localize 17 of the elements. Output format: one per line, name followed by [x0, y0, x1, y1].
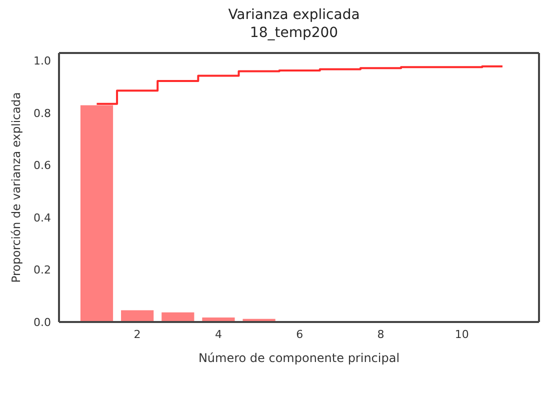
x-tick-label: 8 [377, 328, 384, 341]
y-tick-label: 0.8 [34, 106, 51, 120]
x-axis-title: Número de componente principal [198, 351, 400, 365]
bar [80, 105, 114, 322]
x-tick-label: 4 [214, 328, 222, 341]
y-tick-label: 1.0 [34, 54, 51, 68]
x-tick-label: 10 [454, 328, 469, 341]
x-tick-label: 2 [134, 328, 141, 341]
chart-title: Varianza explicada [227, 6, 361, 24]
bar [121, 310, 154, 322]
x-tick-label: 6 [296, 328, 304, 341]
y-tick-label: 0.4 [34, 211, 51, 224]
chart-subtitle: 18_temp200 [248, 24, 340, 42]
y-tick-label: 0.2 [34, 264, 51, 277]
y-tick-label: 0.6 [34, 159, 51, 172]
y-tick-label: 0.0 [34, 316, 51, 329]
y-axis-title: Proporción de varianza explicada [9, 92, 24, 283]
